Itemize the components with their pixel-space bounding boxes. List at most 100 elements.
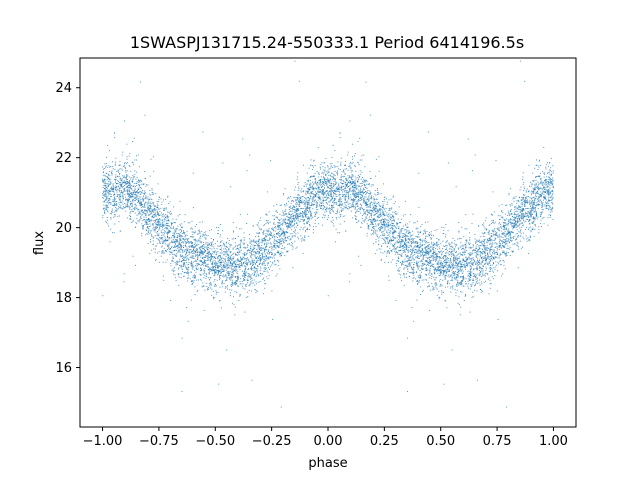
data-point (433, 269, 435, 271)
data-point (326, 190, 328, 192)
data-point (483, 259, 485, 261)
data-point (291, 236, 293, 238)
data-point (360, 191, 362, 193)
data-point (332, 216, 334, 218)
data-point (177, 251, 179, 253)
data-point (386, 246, 388, 248)
data-point (495, 256, 497, 258)
data-point (305, 209, 307, 211)
data-point (377, 189, 379, 191)
data-point (333, 165, 335, 167)
data-point (492, 221, 494, 223)
data-point (152, 240, 154, 242)
data-point (463, 258, 465, 260)
data-point (546, 184, 548, 186)
data-point (448, 274, 450, 276)
data-point (540, 187, 542, 189)
data-point (479, 266, 481, 268)
data-point (527, 214, 529, 216)
data-point (143, 218, 145, 220)
data-point (184, 214, 186, 216)
data-point (337, 204, 339, 206)
data-point (191, 280, 193, 282)
data-point (530, 211, 532, 213)
data-point (153, 226, 155, 228)
data-point (219, 266, 221, 268)
data-point (225, 264, 227, 266)
data-point (426, 241, 428, 243)
data-point (152, 217, 154, 219)
data-point (229, 262, 231, 264)
data-point (274, 226, 276, 228)
data-point (503, 232, 505, 234)
data-point (408, 231, 410, 233)
data-point (358, 220, 360, 222)
data-point (342, 189, 344, 191)
data-point (513, 212, 515, 214)
data-point (336, 213, 338, 215)
data-point (241, 261, 243, 263)
data-point (472, 269, 474, 271)
data-point (107, 225, 109, 227)
data-point (271, 290, 273, 292)
data-point (421, 267, 423, 269)
data-point (530, 198, 532, 200)
data-point (192, 267, 194, 269)
data-point (415, 245, 417, 247)
data-point (253, 262, 255, 264)
data-point (522, 214, 524, 216)
data-point (534, 208, 536, 210)
data-point (401, 241, 403, 243)
data-point (530, 214, 532, 216)
data-point (366, 209, 368, 211)
data-point (185, 240, 187, 242)
data-point (115, 207, 117, 209)
data-point (540, 194, 542, 196)
data-point (191, 255, 193, 257)
data-point (117, 169, 119, 171)
data-point (467, 274, 469, 276)
data-point (207, 235, 209, 237)
data-point (170, 222, 172, 224)
data-point (256, 240, 258, 242)
data-point (292, 200, 294, 202)
data-point (282, 222, 284, 224)
data-point (153, 209, 155, 211)
data-point (161, 240, 163, 242)
data-point (378, 211, 380, 213)
data-point (552, 185, 554, 187)
data-point (513, 216, 515, 218)
data-point (264, 242, 266, 244)
data-point (156, 218, 158, 220)
data-point (287, 198, 289, 200)
data-point (215, 226, 217, 228)
data-point (234, 242, 236, 244)
data-point (130, 188, 132, 190)
data-point (399, 234, 401, 236)
data-point (111, 171, 113, 173)
data-point (113, 178, 115, 180)
data-point (453, 260, 455, 262)
data-point (135, 264, 137, 266)
data-point (314, 191, 316, 193)
data-point (412, 240, 414, 242)
data-point (391, 222, 393, 224)
data-point (378, 224, 380, 226)
data-point (217, 273, 219, 275)
data-point (233, 283, 235, 285)
data-point (465, 261, 467, 263)
data-point (373, 231, 375, 233)
data-point (392, 240, 394, 242)
data-point (319, 204, 321, 206)
data-point (474, 154, 476, 156)
data-point (462, 259, 464, 261)
data-point (455, 186, 457, 188)
data-point (244, 279, 246, 281)
data-point (253, 265, 255, 267)
data-point (360, 203, 362, 205)
data-point (197, 264, 199, 266)
data-point (229, 289, 231, 291)
data-point (170, 213, 172, 215)
data-point (387, 227, 389, 229)
data-point (243, 275, 245, 277)
